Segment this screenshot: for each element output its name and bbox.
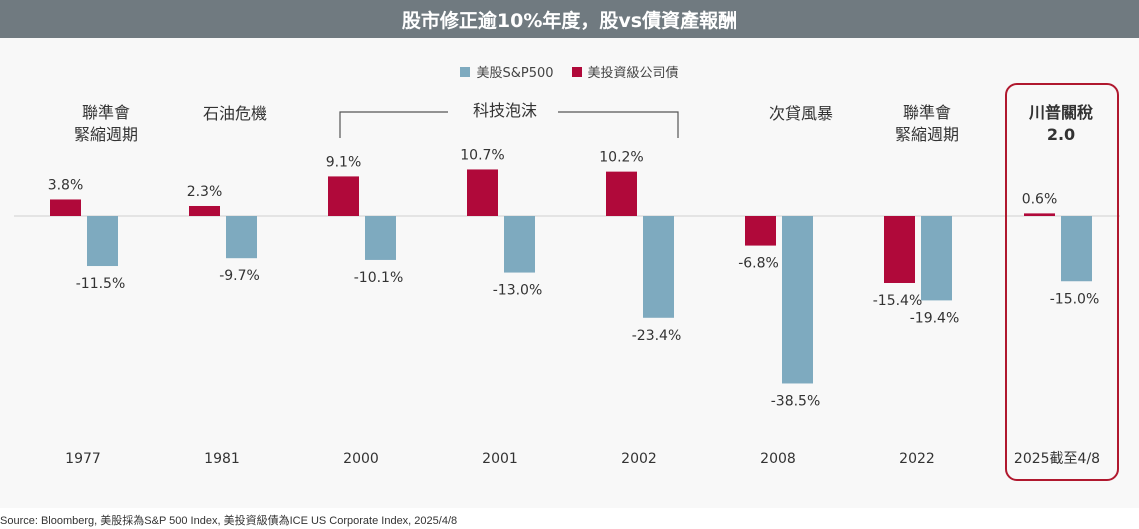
data-label-stock-3: -13.0%: [493, 283, 543, 299]
event-label-tariff-2025: 川普關稅 2.0: [1028, 103, 1093, 144]
event-label-fed-2022: 聯準會 緊縮週期: [894, 103, 959, 144]
data-label-stock-7: -15.0%: [1050, 291, 1100, 307]
legend-label-corporate-bond: 美投資級公司債: [587, 66, 679, 81]
bar-stock-2: [365, 216, 396, 260]
data-label-bond-4: 10.2%: [599, 150, 643, 166]
bar-bond-2: [328, 176, 359, 216]
legend: 美股S&P500 美投資級公司債: [0, 62, 1139, 81]
category-label-4: 2002: [621, 451, 657, 467]
event-label-subprime: 次貸風暴: [768, 104, 833, 123]
data-label-bond-2: 9.1%: [326, 154, 362, 170]
bar-stock-3: [504, 216, 535, 273]
data-label-bond-5: -6.8%: [738, 256, 779, 272]
data-label-stock-2: -10.1%: [354, 270, 404, 286]
category-label-5: 2008: [760, 451, 796, 467]
data-label-stock-6: -19.4%: [910, 310, 960, 326]
legend-swatch-corporate-bond: [571, 66, 582, 77]
bar-bond-6: [884, 216, 915, 283]
bar-stock-5: [782, 216, 813, 384]
bar-bond-7: [1024, 213, 1055, 216]
highlight-2025-box: [1005, 83, 1119, 481]
data-label-stock-4: -23.4%: [632, 328, 682, 344]
bar-bond-5: [745, 216, 776, 246]
category-label-0: 1977: [65, 451, 101, 467]
category-label-7: 2025截至4/8: [1014, 451, 1100, 467]
legend-swatch-sp500: [460, 66, 471, 77]
category-label-2: 2000: [343, 451, 379, 467]
bar-bond-0: [50, 199, 81, 216]
event-label-oil-1981: 石油危機: [202, 104, 267, 123]
source-note: Source: Bloomberg, 美股採為S&P 500 Index, 美投…: [0, 515, 458, 527]
bar-stock-1: [226, 216, 257, 259]
chart-title: 股市修正逾10%年度，股vs債資產報酬: [0, 0, 1139, 38]
bar-stock-6: [921, 216, 952, 301]
event-label-dotcom: 科技泡沫: [472, 101, 537, 120]
bar-bond-4: [606, 171, 637, 216]
bar-stock-7: [1061, 216, 1092, 282]
data-label-bond-0: 3.8%: [48, 177, 84, 193]
dotcom-bracket: [339, 111, 679, 138]
bar-bond-1: [189, 205, 220, 216]
category-label-3: 2001: [482, 451, 518, 467]
bar-bond-3: [467, 169, 498, 216]
data-label-bond-6: -15.4%: [873, 293, 923, 309]
legend-item-sp500: 美股S&P500: [460, 62, 554, 81]
data-label-bond-1: 2.3%: [187, 184, 223, 200]
data-label-stock-5: -38.5%: [771, 393, 821, 409]
data-label-bond-7: 0.6%: [1022, 191, 1058, 207]
data-label-stock-0: -11.5%: [76, 276, 126, 292]
event-label-fed-1977: 聯準會 緊縮週期: [73, 103, 138, 144]
category-label-6: 2022: [899, 451, 935, 467]
legend-label-sp500: 美股S&P500: [476, 66, 554, 81]
bar-stock-4: [643, 216, 674, 318]
data-label-bond-3: 10.7%: [460, 147, 504, 163]
legend-item-corporate-bond: 美投資級公司債: [571, 62, 679, 81]
data-label-stock-1: -9.7%: [219, 268, 260, 284]
category-label-1: 1981: [204, 451, 240, 467]
bar-stock-0: [87, 216, 118, 267]
